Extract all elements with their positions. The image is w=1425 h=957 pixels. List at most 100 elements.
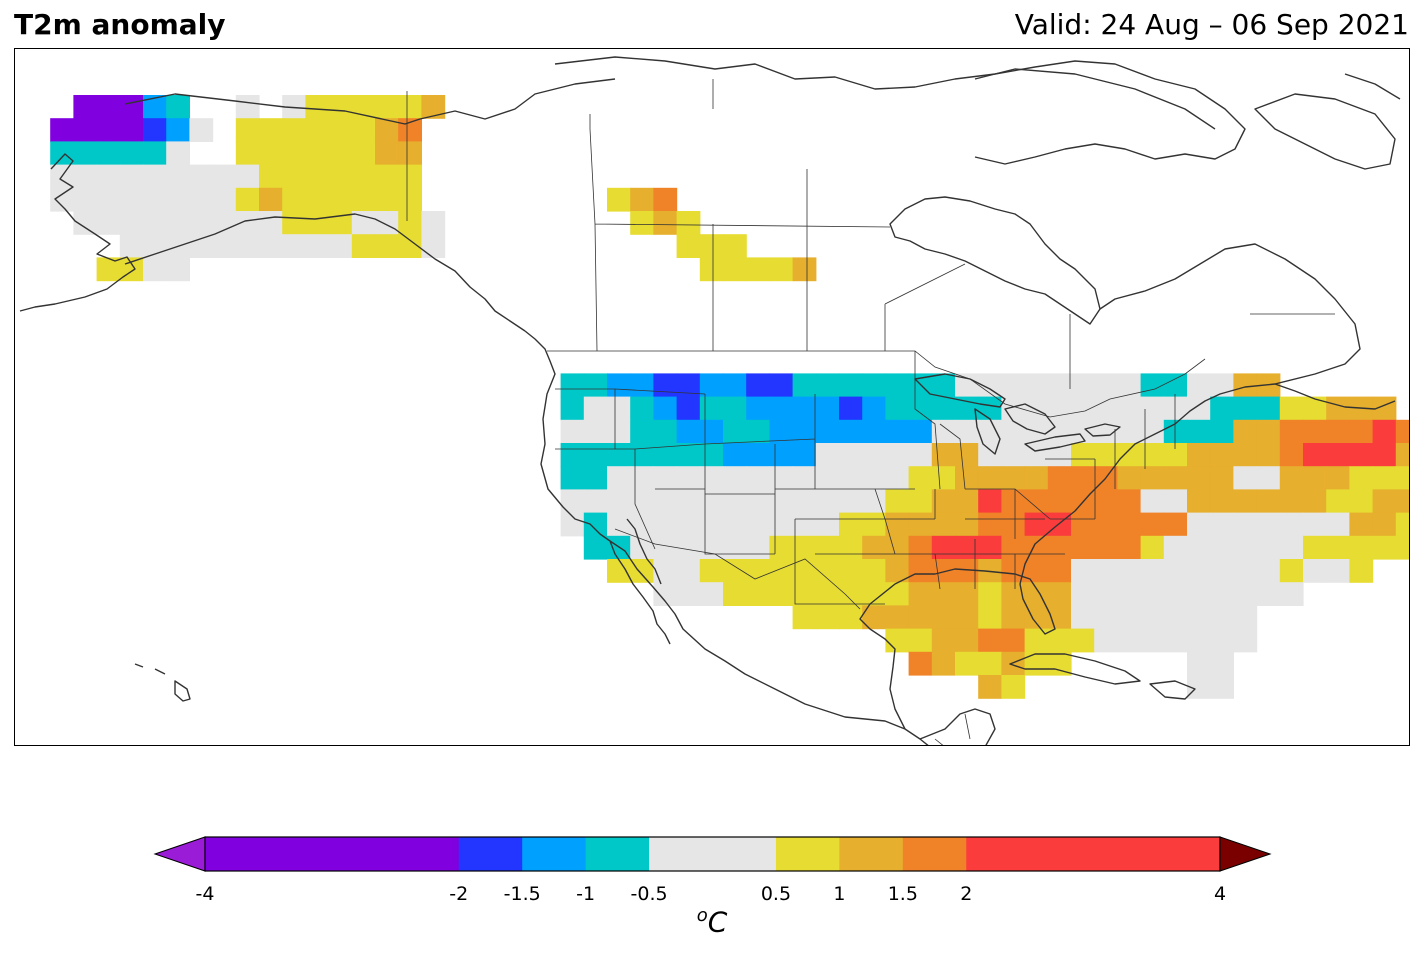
colorbar-tick-label: 1	[833, 883, 846, 905]
anomaly-cell	[769, 489, 794, 514]
anomaly-cell	[676, 443, 701, 467]
anomaly-cell	[1279, 582, 1304, 606]
anomaly-cell	[699, 489, 724, 514]
anomaly-cell	[1024, 605, 1049, 630]
anomaly-cell	[746, 535, 770, 560]
colorbar-tick-label: 4	[1213, 883, 1227, 905]
anomaly-cell	[1117, 489, 1142, 514]
anomaly-cell	[676, 373, 701, 398]
anomaly-cell	[653, 582, 678, 606]
anomaly-cell	[746, 419, 770, 444]
anomaly-cell	[1140, 559, 1165, 583]
coastline-baja	[609, 518, 671, 645]
anomaly-cell	[885, 396, 910, 421]
anomaly-cell	[931, 582, 956, 606]
anomaly-cell	[235, 95, 260, 119]
anomaly-cell	[1210, 512, 1234, 537]
anomaly-cell	[792, 605, 817, 630]
colorbar-tick-label: -2	[449, 883, 469, 905]
anomaly-cell	[1303, 535, 1327, 560]
anomaly-cell	[398, 141, 422, 166]
anomaly-cell	[1163, 582, 1188, 606]
anomaly-cell	[1047, 628, 1072, 653]
anomaly-cell	[978, 628, 1002, 653]
map-title: T2m anomaly	[14, 8, 226, 41]
anomaly-cell	[978, 466, 1002, 490]
anomaly-cell	[676, 419, 701, 444]
anomaly-cell	[1256, 396, 1281, 421]
anomaly-cell	[978, 535, 1002, 560]
anomaly-cell	[607, 443, 631, 467]
anomaly-cell	[908, 651, 933, 676]
anomaly-cell	[1349, 535, 1374, 560]
anomaly-cell	[978, 489, 1002, 514]
anomaly-cell	[1210, 443, 1234, 467]
anomaly-cell	[792, 535, 817, 560]
anomaly-cell	[955, 605, 979, 630]
anomaly-cell	[653, 489, 678, 514]
anomaly-cell	[1117, 535, 1142, 560]
anomaly-cell	[398, 95, 422, 119]
great-lakes	[914, 373, 1121, 455]
anomaly-cell	[676, 234, 701, 258]
anomaly-cell	[630, 419, 654, 444]
anomaly-cell	[189, 211, 214, 235]
anomaly-cell	[792, 489, 817, 514]
anomaly-cell	[1187, 443, 1211, 467]
anomaly-cell	[1187, 605, 1211, 630]
anomaly-cell	[1395, 535, 1409, 560]
anomaly-cell	[235, 187, 260, 212]
anomaly-cell	[1047, 535, 1072, 560]
anomaly-cell	[143, 95, 167, 119]
anomaly-cell	[908, 535, 933, 560]
anomaly-cell	[769, 419, 794, 444]
anomaly-cell	[1047, 466, 1072, 490]
anomaly-cell	[73, 118, 98, 142]
anomaly-cell	[1094, 396, 1118, 421]
colorbar-tick-label: 2	[960, 883, 973, 905]
anomaly-cell	[630, 443, 654, 467]
anomaly-cell	[1163, 512, 1188, 537]
anomaly-cell	[630, 489, 654, 514]
anomaly-cell	[908, 628, 933, 653]
borders	[406, 79, 1335, 745]
anomaly-cell	[1256, 419, 1281, 444]
coastline-hawaii	[134, 663, 191, 702]
anomaly-cell	[212, 234, 237, 258]
anomaly-cell	[1163, 443, 1188, 467]
anomaly-cell	[1117, 582, 1142, 606]
anomaly-cell	[375, 164, 399, 189]
anomaly-cell	[1001, 675, 1026, 699]
anomaly-cell	[699, 419, 724, 444]
anomaly-cell	[839, 559, 863, 583]
anomaly-cell	[931, 628, 956, 653]
anomaly-cell	[1210, 605, 1234, 630]
anomaly-cell	[862, 419, 886, 444]
anomaly-cell	[259, 234, 283, 258]
map-panel[interactable]	[14, 48, 1410, 746]
anomaly-cell	[1117, 628, 1142, 653]
anomaly-cell	[73, 164, 98, 189]
anomaly-cell	[908, 605, 933, 630]
anomaly-cell	[1256, 582, 1281, 606]
anomaly-cell	[1210, 628, 1234, 653]
anomaly-cell	[653, 187, 678, 212]
anomaly-cell	[1024, 443, 1049, 467]
anomaly-cell	[235, 211, 260, 235]
anomaly-cell	[1303, 443, 1327, 467]
anomaly-cell	[723, 234, 747, 258]
anomaly-cell	[1071, 443, 1095, 467]
anomaly-cell	[723, 559, 747, 583]
anomaly-cell	[955, 466, 979, 490]
anomaly-cell	[839, 419, 863, 444]
anomaly-cell	[885, 628, 910, 653]
anomaly-cell	[143, 211, 167, 235]
anomaly-cell	[955, 373, 979, 398]
anomaly-cell	[398, 164, 422, 189]
anomaly-cell	[1349, 559, 1374, 583]
anomaly-cell	[1140, 396, 1165, 421]
anomaly-cell	[166, 257, 190, 282]
anomaly-cell	[1001, 489, 1026, 514]
anomaly-cell	[1001, 443, 1026, 467]
anomaly-cell	[1326, 396, 1350, 421]
